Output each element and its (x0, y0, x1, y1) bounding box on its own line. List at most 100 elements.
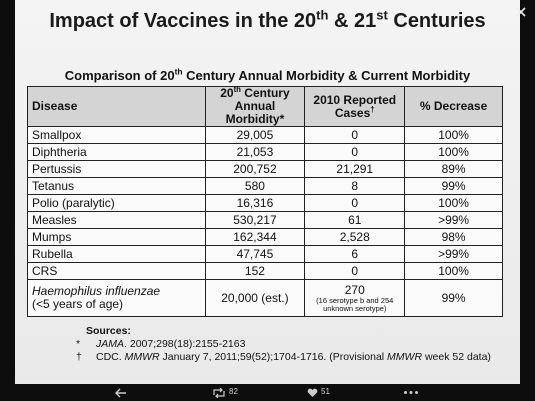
data-table: Disease 20th Century Annual Morbidity* 20… (27, 86, 503, 317)
header-cell: 20th Century Annual Morbidity* (204, 85, 306, 127)
table-cell: 21,053 (204, 143, 306, 161)
cell-text: Tetanus (32, 179, 75, 193)
cell-text: 6 (351, 247, 359, 261)
source-text: week 52 data) (422, 351, 491, 363)
table-row: Haemophilus influenzae (<5 years of age) … (27, 279, 503, 317)
header-text: 20 (220, 86, 234, 100)
title-text: Impact of Vaccines in the 20 (49, 10, 317, 32)
table-cell: 100% (404, 143, 503, 161)
table-cell: 16,316 (204, 194, 306, 212)
table-cell: Haemophilus influenzae (<5 years of age) (27, 279, 206, 317)
like-button[interactable] (307, 388, 318, 398)
source-text: CDC. (96, 351, 125, 363)
header-sup: th (233, 85, 241, 94)
retweet-button[interactable] (212, 388, 226, 398)
table-cell: Diphtheria (27, 143, 206, 161)
header-text: Century (240, 86, 290, 100)
cell-text: 89% (441, 162, 466, 176)
header-text: * (279, 112, 285, 126)
source-marker: † (76, 351, 82, 363)
slide-title: Impact of Vaccines in the 20th & 21st Ce… (15, 7, 520, 33)
table-cell: 0 (304, 194, 406, 212)
cell-text: 0 (351, 264, 359, 278)
table-cell: 530,217 (204, 211, 306, 229)
table-cell: 162,344 (204, 228, 306, 246)
reply-button[interactable] (115, 388, 127, 398)
table-body: Haemophilus influenzae (<5 years of age) … (27, 279, 503, 317)
table-cell: 580 (204, 177, 306, 195)
table-cell: 29,005 (204, 126, 306, 144)
header-text: % Decrease (419, 99, 488, 113)
cell-text: 99% (441, 179, 466, 193)
table-cell: Measles (27, 211, 206, 229)
table-cell: 100% (404, 194, 503, 212)
cell-text: 270 (344, 282, 365, 297)
cell-text: (<5 years of age) (32, 297, 124, 311)
cell-text: >99% (438, 247, 470, 261)
table-cell: 47,745 (204, 245, 306, 263)
cell-text: 200,752 (233, 162, 277, 176)
like-count: 51 (321, 387, 330, 396)
caption-sup: th (174, 66, 183, 77)
table-cell: 100% (404, 262, 503, 280)
cell-note: (16 serotype b and 254 unknown serotype) (316, 295, 394, 313)
header-cell: 2010 Reported Cases† (304, 86, 406, 127)
table-row: Rubella 47,745 6 >99% (27, 245, 503, 263)
title-sup: th (316, 7, 329, 23)
cell-text: 162,344 (233, 230, 277, 244)
table-cell: 200,752 (204, 160, 306, 178)
cell-text: 100% (438, 196, 469, 210)
source-text: JAMA (96, 338, 125, 350)
table-cell: Pertussis (27, 160, 206, 178)
table-cell: Mumps (27, 228, 206, 246)
table-cell: 98% (404, 228, 503, 246)
table-row: CRS 152 0 100% (27, 262, 503, 280)
caption-text: Century Annual Morbidity & Current Morbi… (182, 68, 471, 83)
table-row: Polio (paralytic) 16,316 0 100% (27, 194, 503, 212)
table-cell: Tetanus (27, 177, 206, 195)
cell-text: 98% (441, 230, 466, 244)
cell-text: 21,053 (236, 145, 274, 159)
table-cell: CRS (27, 262, 206, 280)
table-cell: 0 (304, 143, 406, 161)
table-cell: >99% (404, 211, 503, 229)
cell-text: 580 (244, 179, 265, 193)
cell-text: CRS (32, 264, 58, 278)
table-row: Tetanus 580 8 99% (27, 177, 503, 195)
cell-text: Haemophilus influenzae (32, 284, 161, 298)
source-text: . 2007;298(18):2155-2163 (124, 338, 246, 350)
cell-text: 0 (351, 128, 359, 142)
source-item: * JAMA. 2007;298(18):2155-2163 (70, 338, 510, 351)
title-sup: st (376, 7, 388, 23)
cell-text: Measles (32, 213, 77, 227)
table-cell: 270 (16 serotype b and 254 unknown seroty… (304, 279, 406, 317)
cell-text: Rubella (32, 247, 73, 261)
cell-text: Diphtheria (32, 145, 87, 159)
cell-text: 152 (244, 264, 265, 278)
header-row: Disease 20th Century Annual Morbidity* 20… (27, 85, 503, 127)
table-row: Pertussis 200,752 21,291 89% (27, 160, 503, 178)
more-button[interactable] (403, 390, 419, 395)
header-text: Annual Morbidity (225, 99, 280, 126)
cell-text: 100% (438, 264, 469, 278)
table-cell: 100% (404, 126, 503, 144)
cell-text: 47,745 (236, 247, 274, 261)
header-text: Cases (334, 105, 371, 120)
close-button[interactable] (514, 5, 528, 19)
cell-text: Polio (paralytic) (32, 196, 115, 210)
cell-text: Pertussis (32, 162, 82, 176)
slide-image: Impact of Vaccines in the 20th & 21st Ce… (15, 0, 520, 384)
header-cell: % Decrease (404, 86, 503, 127)
table-cell: 2,528 (304, 228, 406, 246)
table-cell: 20,000 (est.) (204, 279, 306, 317)
sources: Sources: * JAMA. 2007;298(18):2155-2163 †… (70, 325, 510, 364)
cell-text: 29,005 (236, 128, 274, 142)
table-cell: 99% (404, 279, 503, 317)
toolbar: 82 51 (0, 384, 535, 401)
table-cell: 0 (304, 126, 406, 144)
title-text: Centuries (387, 10, 486, 32)
source-text: MMWR (124, 351, 160, 363)
cell-text: 530,217 (233, 213, 277, 227)
source-marker: * (76, 338, 81, 350)
table-cell: 21,291 (304, 160, 406, 178)
